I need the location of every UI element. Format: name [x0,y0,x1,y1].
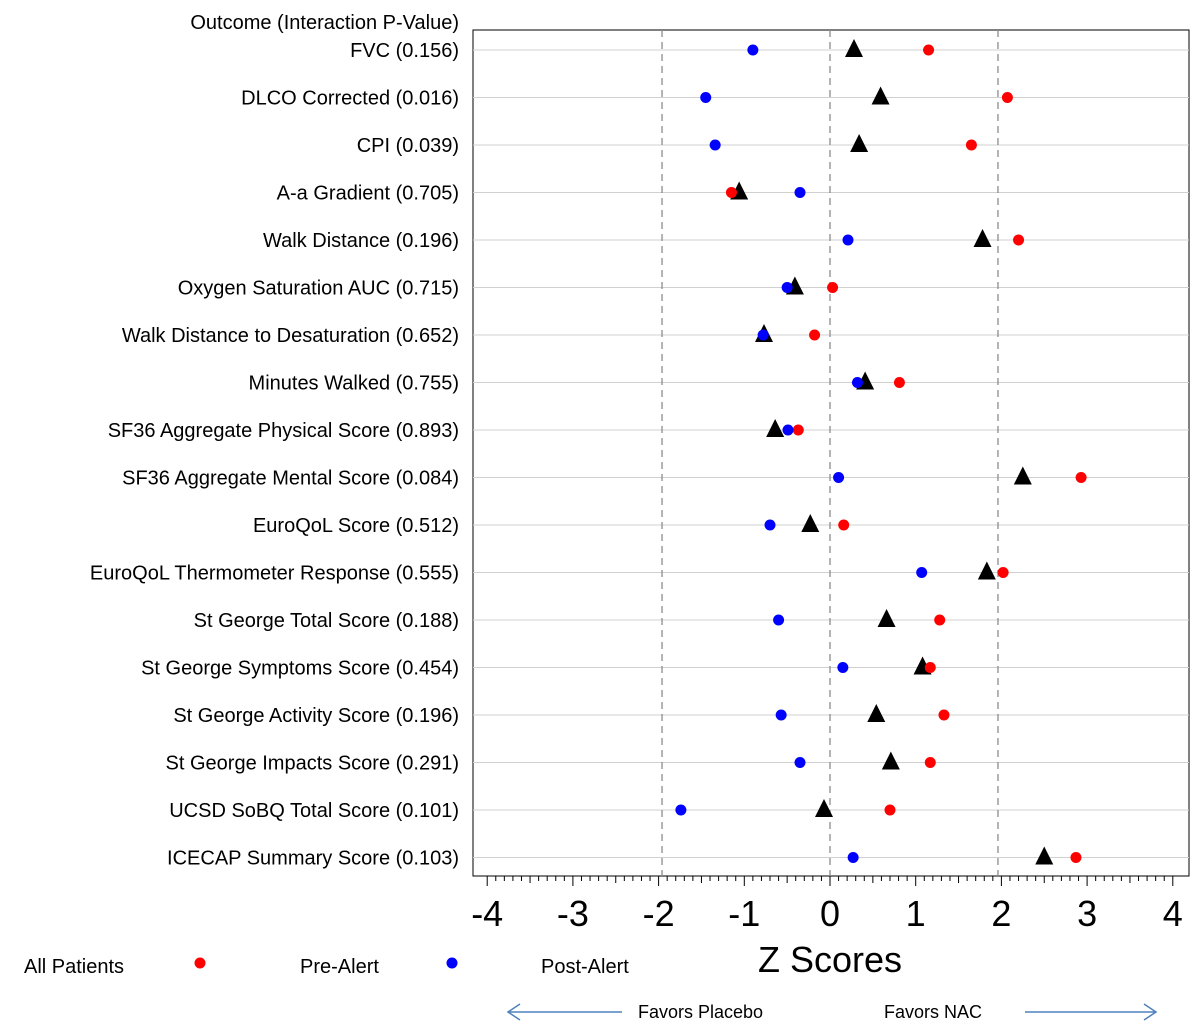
x-axis-label: Z Scores [758,939,902,980]
series-all-patients [730,39,1054,865]
all-patients-marker [871,86,890,105]
pre-alert-marker [1075,472,1087,483]
legend: All Patients Pre-Alert Post-Alert [24,956,629,978]
row-label: Walk Distance to Desaturation (0.652) [122,325,459,347]
pre-alert-marker [1001,92,1013,103]
all-patients-marker [881,751,900,770]
post-alert-marker [764,519,776,531]
post-alert-marker [833,472,845,483]
x-tick-label: 1 [906,893,926,934]
pre-alert-marker [938,709,950,721]
pre-alert-marker [838,519,850,531]
pre-alert-marker [924,757,936,768]
x-axis: -4 -3 -2 -1 0 1 2 3 4 [471,876,1183,934]
row-label: SF36 Aggregate Mental Score (0.084) [122,468,459,490]
pre-alert-marker [884,804,896,816]
pre-alert-marker [924,662,936,673]
grid-lines [473,49,1189,858]
x-tick-label: -1 [728,893,760,934]
all-patients-marker [1035,846,1054,865]
all-patients-marker [850,134,869,152]
x-tick-label: -3 [557,893,589,934]
all-patients-marker [766,419,785,437]
x-tick-label: -4 [471,893,503,934]
row-label: UCSD SoBQ Total Score (0.101) [169,800,459,822]
x-tick-label: 4 [1163,893,1183,934]
legend-swatch [446,957,458,969]
all-patients-marker [867,704,886,722]
post-alert-marker [782,424,794,436]
all-patients-marker [1013,466,1032,485]
all-patients-marker [815,799,834,817]
favor-annotations: Favors Placebo Favors NAC [506,1002,1158,1022]
x-tick-label: 3 [1077,893,1097,934]
pre-alert-marker [934,614,946,626]
all-patients-marker [977,561,996,580]
row-label: ICECAP Summary Score (0.103) [167,848,459,870]
all-patients-marker [801,514,820,532]
row-label: St George Total Score (0.188) [194,610,459,632]
post-alert-marker [847,852,859,863]
post-alert-marker [675,804,687,816]
all-patients-marker [844,39,863,57]
pre-alert-marker [997,567,1009,578]
pre-alert-marker [1070,852,1082,863]
post-alert-marker [700,92,712,103]
pre-alert-marker [965,139,977,151]
row-label: SF36 Aggregate Physical Score (0.893) [108,420,459,442]
post-alert-marker [747,44,759,56]
row-labels: FVC (0.156) DLCO Corrected (0.016) CPI (0.… [90,40,459,870]
row-label: Minutes Walked (0.755) [249,373,459,395]
x-tick-label: 0 [820,893,840,934]
post-alert-marker [837,662,849,673]
pre-alert-marker [725,187,737,198]
row-label: CPI (0.039) [357,135,459,157]
row-label: St George Impacts Score (0.291) [166,753,459,775]
legend-swatch [194,957,206,969]
post-alert-marker [773,614,785,626]
row-label: EuroQoL Score (0.512) [253,515,459,537]
series-pre-alert [725,44,1087,863]
row-label: DLCO Corrected (0.016) [241,88,459,110]
post-alert-marker [851,377,863,388]
legend-label: Pre-Alert [300,956,379,978]
pre-alert-marker [792,424,804,436]
header-label: Outcome (Interaction P-Value) [190,12,459,34]
plot-frame [472,29,1190,877]
post-alert-marker [794,187,806,198]
x-tick-label: -2 [643,893,675,934]
series-post-alert [675,44,928,863]
row-label: Walk Distance (0.196) [263,230,459,252]
placebo-arrow-head [506,1003,521,1021]
post-alert-marker [842,234,854,246]
row-label: EuroQoL Thermometer Response (0.555) [90,563,459,585]
legend-label: All Patients [24,956,124,978]
row-label: FVC (0.156) [350,40,459,62]
post-alert-marker [794,757,806,768]
pre-alert-marker [893,377,905,388]
row-label: A-a Gradient (0.705) [277,183,459,205]
reference-lines [661,30,999,876]
pre-alert-marker [1013,234,1025,246]
all-patients-marker [973,229,992,247]
post-alert-marker [775,709,787,721]
row-label: St George Symptoms Score (0.454) [141,658,459,680]
all-patients-marker [877,609,896,627]
pre-alert-marker [923,44,935,56]
post-alert-marker [757,329,769,341]
post-alert-marker [916,567,928,578]
nac-arrow-head [1143,1003,1158,1021]
favors-nac-label: Favors NAC [884,1002,982,1022]
row-label: Oxygen Saturation AUC (0.715) [178,278,459,300]
pre-alert-marker [827,282,839,293]
post-alert-marker [709,139,721,151]
legend-label: Post-Alert [541,956,629,978]
row-label: St George Activity Score (0.196) [173,705,459,727]
pre-alert-marker [809,329,821,341]
post-alert-marker [781,282,793,293]
x-tick-label: 2 [991,893,1011,934]
favors-placebo-label: Favors Placebo [638,1002,763,1022]
